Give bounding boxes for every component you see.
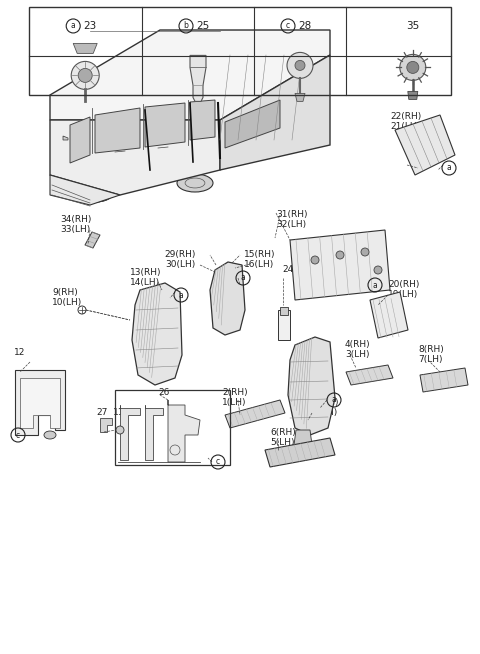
Text: a: a xyxy=(240,273,245,283)
Polygon shape xyxy=(145,103,185,147)
Text: c: c xyxy=(16,430,20,439)
Text: 31(RH)
32(LH): 31(RH) 32(LH) xyxy=(276,210,308,230)
Text: 28: 28 xyxy=(298,21,311,31)
Polygon shape xyxy=(408,92,418,99)
Polygon shape xyxy=(15,370,65,435)
Text: 35: 35 xyxy=(406,21,420,31)
Polygon shape xyxy=(294,430,312,445)
Ellipse shape xyxy=(77,184,113,202)
Polygon shape xyxy=(290,230,390,300)
Text: 9(RH)
10(LH): 9(RH) 10(LH) xyxy=(52,288,82,307)
Polygon shape xyxy=(50,175,120,205)
Text: 22(RH)
21(LH): 22(RH) 21(LH) xyxy=(390,112,421,131)
Polygon shape xyxy=(135,143,155,156)
Circle shape xyxy=(78,69,92,82)
Bar xyxy=(280,307,288,315)
Polygon shape xyxy=(73,43,97,54)
Text: 34(RH)
33(LH): 34(RH) 33(LH) xyxy=(60,215,91,234)
Circle shape xyxy=(311,256,319,264)
Text: 24: 24 xyxy=(282,265,293,274)
Polygon shape xyxy=(295,94,305,101)
Text: c: c xyxy=(216,458,220,466)
Text: 8(RH)
7(LH): 8(RH) 7(LH) xyxy=(418,345,444,364)
Text: a: a xyxy=(179,290,183,300)
Text: 29(RH)
30(LH): 29(RH) 30(LH) xyxy=(165,250,196,269)
Text: 15(RH)
16(LH): 15(RH) 16(LH) xyxy=(244,250,276,269)
Polygon shape xyxy=(420,368,468,392)
Polygon shape xyxy=(120,405,140,460)
Bar xyxy=(278,310,290,340)
Polygon shape xyxy=(85,232,100,248)
Circle shape xyxy=(116,426,124,434)
Polygon shape xyxy=(70,117,90,163)
Polygon shape xyxy=(168,400,200,462)
Text: b: b xyxy=(183,22,189,31)
Text: 23: 23 xyxy=(83,21,96,31)
Polygon shape xyxy=(95,108,140,153)
Ellipse shape xyxy=(44,431,56,439)
Text: 17(RH)
18(LH): 17(RH) 18(LH) xyxy=(308,398,339,417)
Polygon shape xyxy=(395,115,455,175)
Ellipse shape xyxy=(177,174,213,192)
Polygon shape xyxy=(370,292,408,338)
Polygon shape xyxy=(100,418,112,432)
Text: a: a xyxy=(446,164,451,173)
Circle shape xyxy=(400,54,426,80)
Polygon shape xyxy=(288,337,335,435)
Circle shape xyxy=(287,52,313,78)
Polygon shape xyxy=(145,405,163,460)
Text: a: a xyxy=(332,396,336,405)
Circle shape xyxy=(336,251,344,259)
Polygon shape xyxy=(346,365,393,385)
Polygon shape xyxy=(265,438,335,467)
Text: 6(RH)
5(LH): 6(RH) 5(LH) xyxy=(270,428,296,447)
Text: a: a xyxy=(71,22,75,31)
Bar xyxy=(29,7,451,95)
Text: 20(RH)
19(LH): 20(RH) 19(LH) xyxy=(388,280,420,300)
Polygon shape xyxy=(50,30,330,120)
Text: 13(RH)
14(LH): 13(RH) 14(LH) xyxy=(130,268,161,287)
Circle shape xyxy=(361,248,369,256)
Text: 27: 27 xyxy=(96,408,108,417)
Text: 4(RH)
3(LH): 4(RH) 3(LH) xyxy=(345,340,371,360)
Polygon shape xyxy=(63,136,68,140)
Polygon shape xyxy=(225,400,285,428)
Text: 26: 26 xyxy=(158,388,169,397)
Circle shape xyxy=(407,61,419,73)
Text: 2(RH)
1(LH): 2(RH) 1(LH) xyxy=(222,388,248,407)
Polygon shape xyxy=(210,262,245,335)
Text: 12: 12 xyxy=(14,348,25,357)
Polygon shape xyxy=(225,100,280,148)
Polygon shape xyxy=(50,120,220,195)
Text: 11: 11 xyxy=(113,408,124,417)
Bar xyxy=(115,390,230,465)
Circle shape xyxy=(295,60,305,71)
Polygon shape xyxy=(220,55,330,170)
Polygon shape xyxy=(20,378,60,428)
Polygon shape xyxy=(132,283,182,385)
Circle shape xyxy=(71,61,99,90)
Polygon shape xyxy=(190,56,206,101)
Circle shape xyxy=(374,266,382,274)
Text: a: a xyxy=(372,281,377,290)
Polygon shape xyxy=(190,100,215,140)
Text: c: c xyxy=(286,22,290,31)
Text: 25: 25 xyxy=(196,21,209,31)
